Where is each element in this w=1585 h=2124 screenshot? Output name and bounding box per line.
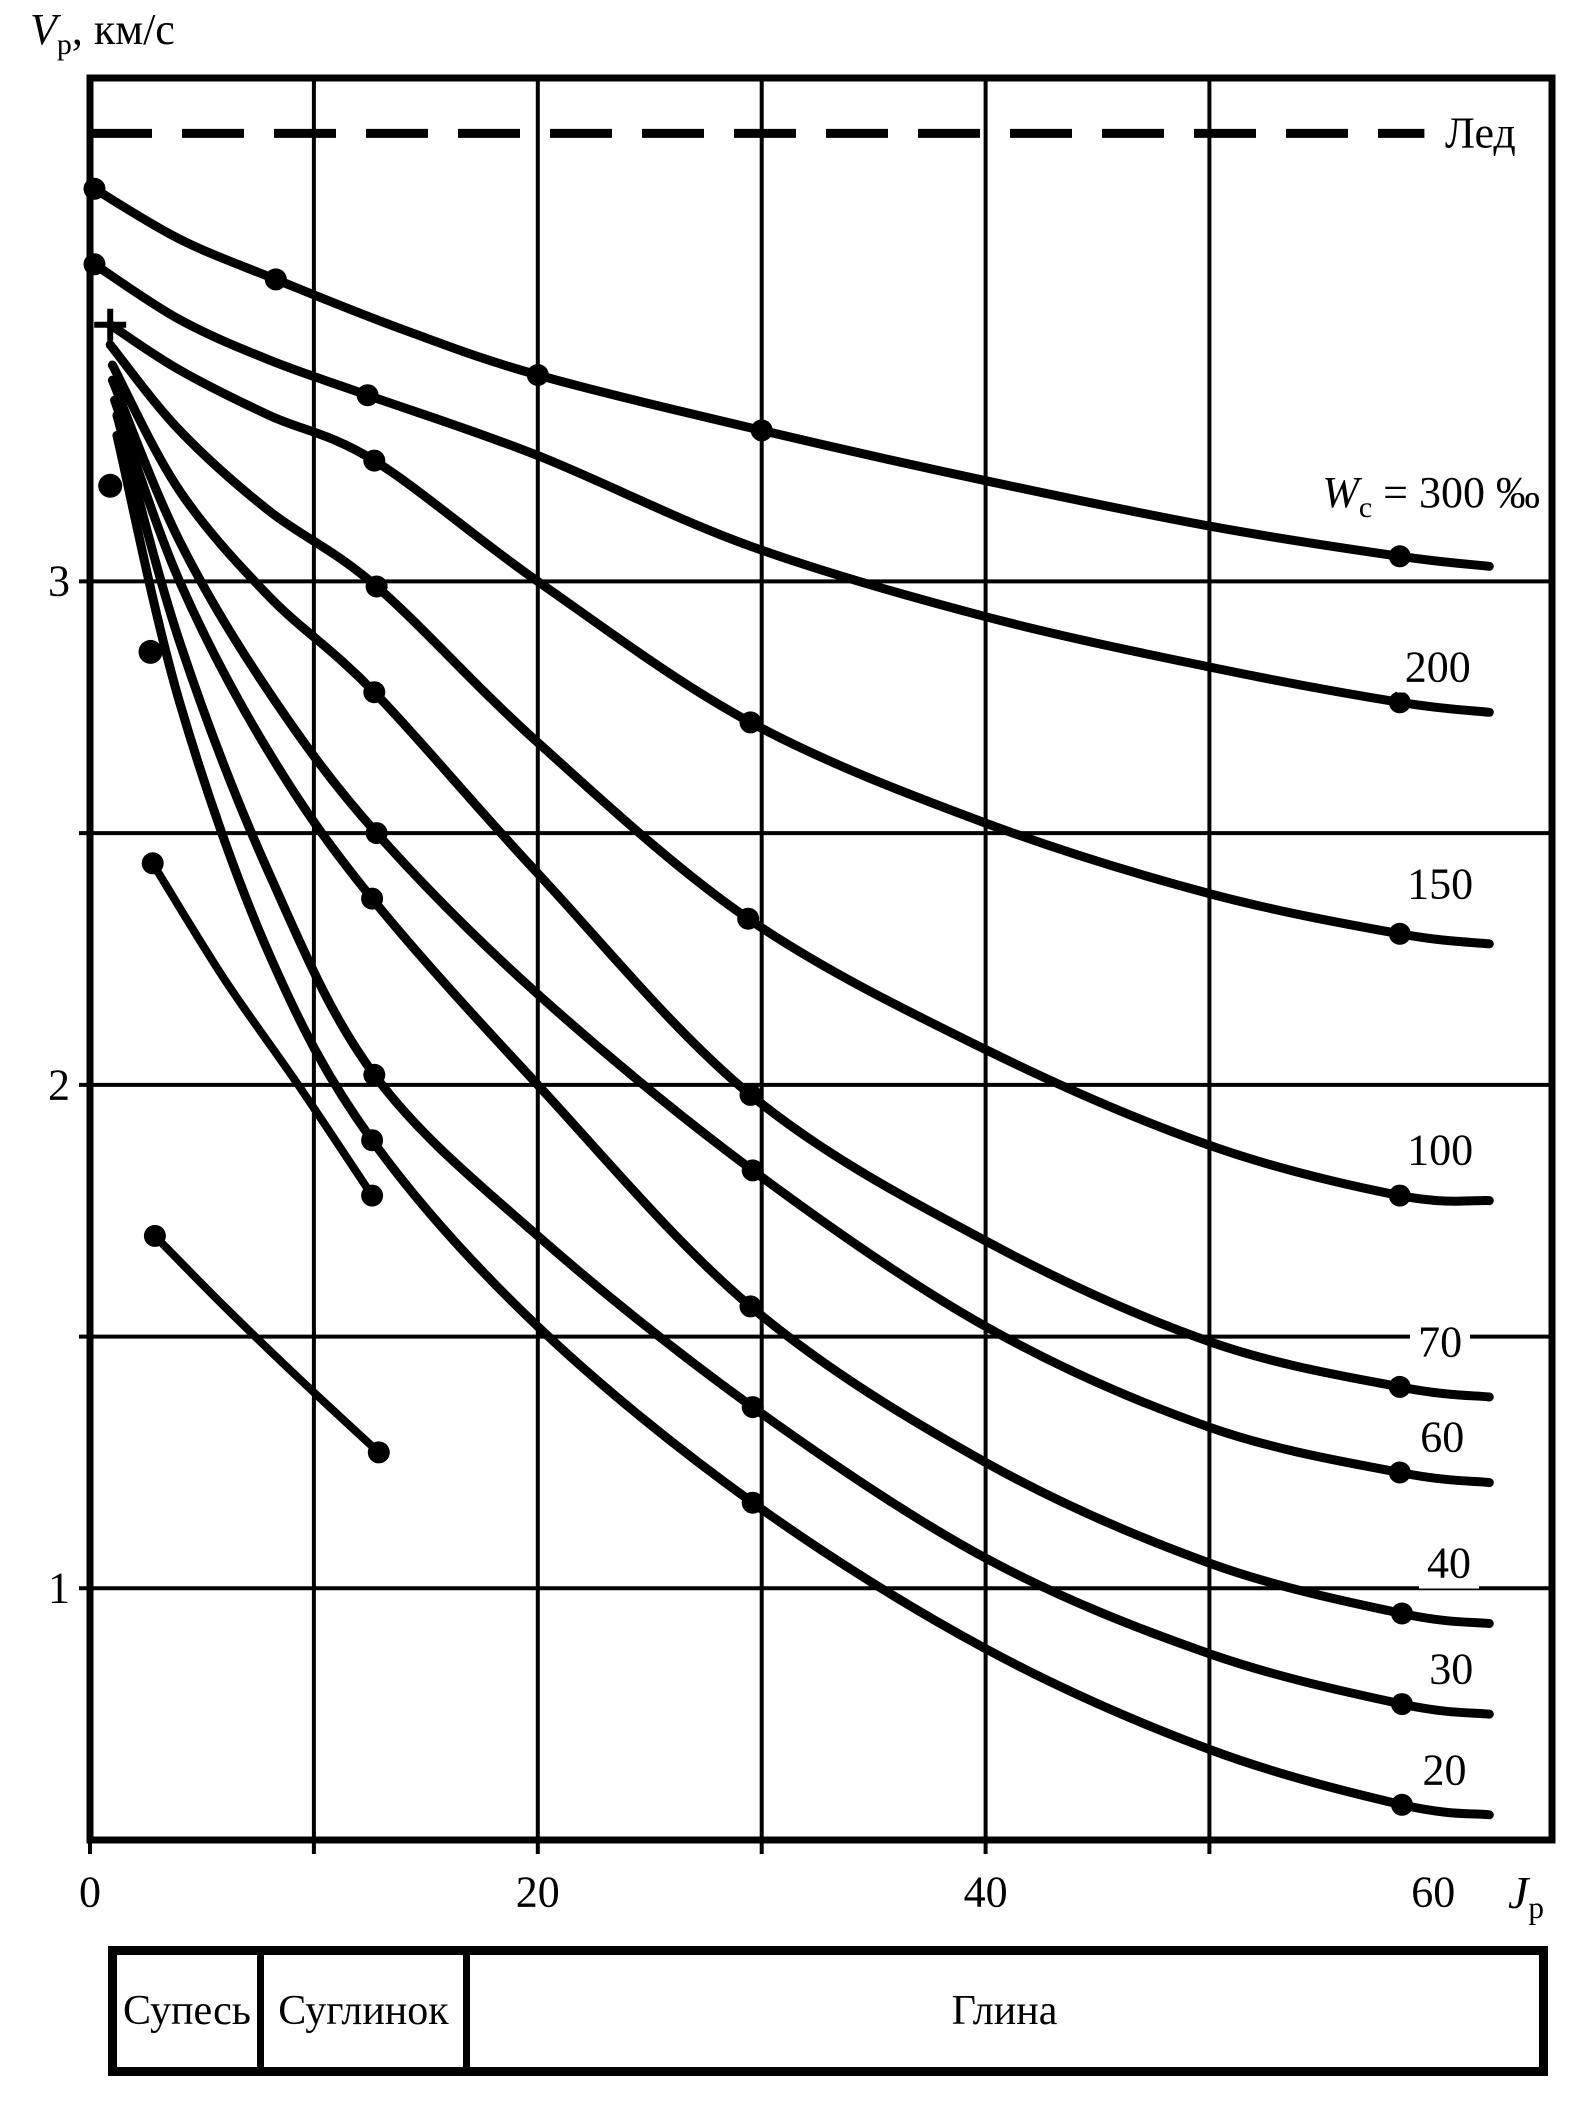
curve-Wc=150-marker [1388,922,1411,945]
curve-Wc=200-marker [1388,691,1411,714]
isolated-data-point [98,473,123,498]
curve-Wc=60-marker [741,1159,764,1182]
soil-cell-glina: Глина [463,1955,1539,2067]
short-segment-upper [148,859,377,1200]
curve-Wc=150-marker [739,711,762,734]
curve-Wc=300-marker [750,419,773,442]
plot-frame [86,74,1556,1844]
soil-table: Супесь Суглинок Глина [108,1946,1548,2076]
short-segment-upper-marker [361,1184,384,1207]
soil-cell-suglinok: Суглинок [257,1955,463,2067]
curve-Wc=70-marker [363,681,386,704]
curve-Wc=30-marker [363,1063,386,1086]
curve-Wc=30-marker [741,1396,764,1419]
curve-Wc=20-marker [1391,1793,1413,1816]
curve-Wc=300 [90,184,1494,571]
isolated-data-point [138,639,163,664]
curve-Wc=70-marker [1388,1375,1411,1398]
curve-Wc=60-marker [365,822,388,845]
short-segment-lower-marker [143,1224,166,1247]
curve-Wc=300-marker [264,268,287,291]
curve-Wc=300-marker [1388,545,1411,568]
curve-Wc=30 [112,410,1494,1719]
curve-Wc=300-marker [526,364,549,386]
curve-Wc=20 [112,430,1494,1820]
curve-Wc=40-marker [361,887,384,910]
curve-Wc=60-marker [1388,1461,1411,1484]
curve-Wc=70-marker [739,1083,762,1106]
curve-Wc=40-marker [739,1295,762,1318]
curve-Wc=150 [105,320,1494,949]
curve-Wc=20-marker [361,1129,384,1152]
curve-Wc=70 [107,360,1494,1402]
curve-Wc=20-marker [741,1491,764,1514]
curve-Wc=100-marker [737,907,760,930]
curve-Wc=200-marker [356,384,379,407]
curve-Wc=100-marker [1388,1184,1411,1207]
curve-Wc=40-marker [1391,1602,1413,1625]
curve-Wc=30-marker [1391,1693,1413,1716]
curve-Wc=200 [90,259,1494,717]
curve-Wc=40 [110,395,1494,1628]
curve-Wc=300-marker [83,177,106,200]
curve-Wc=100 [105,340,1494,1206]
curve-Wc=100-marker [365,575,388,598]
soil-cell-supes: Супесь [123,1988,251,2034]
short-segment-upper-marker [141,852,164,875]
curve-Wc=60 [107,375,1494,1488]
curve-Wc=200-marker [83,253,106,276]
short-segment-lower [150,1231,383,1457]
curve-Wc=150-marker [363,449,386,472]
short-segment-lower-marker [367,1441,390,1464]
